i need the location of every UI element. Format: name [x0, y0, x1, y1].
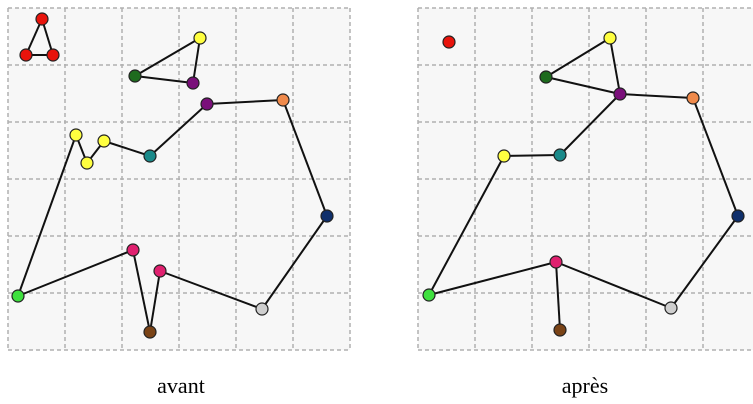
nodes: [11, 12, 334, 339]
edges: [428, 37, 739, 331]
panel-before: [7, 7, 351, 351]
panel-label: avant: [157, 373, 205, 398]
panel-label: après: [562, 373, 608, 398]
panel-after: [417, 7, 753, 351]
nodes: [422, 31, 745, 337]
edges: [17, 18, 328, 333]
